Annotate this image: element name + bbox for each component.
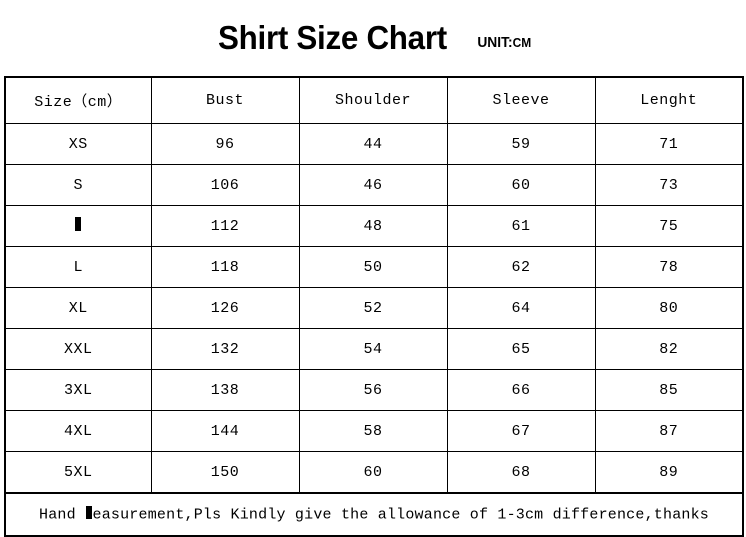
column-header-sleeve: Sleeve	[446, 76, 596, 124]
table-row: 3XL 138 56 66 85	[4, 369, 744, 411]
table-row: XL 126 52 64 80	[4, 287, 744, 329]
table-row: XXL 132 54 65 82	[4, 328, 744, 370]
cell-size	[4, 205, 152, 247]
footer-text-before: Hand	[39, 506, 86, 524]
cell-shoulder: 44	[298, 123, 448, 165]
cell-shoulder: 54	[298, 328, 448, 370]
cell-bust: 138	[150, 369, 300, 411]
cell-shoulder: 48	[298, 205, 448, 247]
column-header-lenght: Lenght	[594, 76, 744, 124]
footer-text-after: easurement,Pls Kindly give the allowance…	[92, 506, 709, 524]
cell-lenght: 89	[594, 451, 744, 494]
column-header-shoulder: Shoulder	[298, 76, 448, 124]
cell-lenght: 73	[594, 164, 744, 206]
cell-size: L	[4, 246, 152, 288]
cell-bust: 132	[150, 328, 300, 370]
table-row: 5XL 150 60 68 89	[4, 451, 744, 494]
unit-prefix: UNIT:	[477, 33, 513, 51]
cell-size: XS	[4, 123, 152, 165]
cell-sleeve: 65	[446, 328, 596, 370]
cell-size: 5XL	[4, 451, 152, 494]
column-header-bust: Bust	[150, 76, 300, 124]
table-row: S 106 46 60 73	[4, 164, 744, 206]
cell-shoulder: 46	[298, 164, 448, 206]
cell-sleeve: 68	[446, 451, 596, 494]
cell-bust: 144	[150, 410, 300, 452]
footer-note-cell: Hand easurement,Pls Kindly give the allo…	[4, 492, 744, 537]
table-body: XS 96 44 59 71 S 106 46 60 73 112 48 61 …	[4, 123, 744, 537]
cell-lenght: 75	[594, 205, 744, 247]
cell-sleeve: 62	[446, 246, 596, 288]
missing-glyph-block-icon	[75, 217, 82, 231]
cell-lenght: 85	[594, 369, 744, 411]
cell-sleeve: 60	[446, 164, 596, 206]
table-row: 112 48 61 75	[4, 205, 744, 247]
cell-bust: 150	[150, 451, 300, 494]
column-header-size: Size（cm）	[4, 76, 152, 124]
missing-glyph-block-icon	[85, 505, 92, 520]
cell-lenght: 71	[594, 123, 744, 165]
size-chart-table: Size（cm） Bust Shoulder Sleeve Lenght XS …	[4, 76, 744, 537]
header-row: Size（cm） Bust Shoulder Sleeve Lenght	[4, 76, 744, 124]
cell-size: XL	[4, 287, 152, 329]
cell-lenght: 87	[594, 410, 744, 452]
cell-bust: 126	[150, 287, 300, 329]
cell-size: XXL	[4, 328, 152, 370]
table-row: XS 96 44 59 71	[4, 123, 744, 165]
cell-bust: 96	[150, 123, 300, 165]
cell-size: 3XL	[4, 369, 152, 411]
cell-sleeve: 64	[446, 287, 596, 329]
footer-note-row: Hand easurement,Pls Kindly give the allo…	[4, 492, 744, 537]
cell-lenght: 82	[594, 328, 744, 370]
chart-title-band: Shirt Size Chart UNIT:CM	[0, 0, 746, 76]
unit-label: UNIT:CM	[478, 34, 532, 51]
cell-size: S	[4, 164, 152, 206]
cell-sleeve: 61	[446, 205, 596, 247]
footer-note-text: Hand easurement,Pls Kindly give the allo…	[39, 505, 709, 524]
cell-shoulder: 60	[298, 451, 448, 494]
cell-bust: 112	[150, 205, 300, 247]
cell-shoulder: 56	[298, 369, 448, 411]
cell-shoulder: 50	[298, 246, 448, 288]
unit-value: CM	[512, 34, 532, 50]
table-row: L 118 50 62 78	[4, 246, 744, 288]
cell-lenght: 80	[594, 287, 744, 329]
cell-lenght: 78	[594, 246, 744, 288]
table-header: Size（cm） Bust Shoulder Sleeve Lenght	[4, 76, 744, 124]
cell-shoulder: 52	[298, 287, 448, 329]
cell-sleeve: 66	[446, 369, 596, 411]
cell-bust: 106	[150, 164, 300, 206]
cell-sleeve: 67	[446, 410, 596, 452]
table-row: 4XL 144 58 67 87	[4, 410, 744, 452]
cell-bust: 118	[150, 246, 300, 288]
cell-shoulder: 58	[298, 410, 448, 452]
cell-size: 4XL	[4, 410, 152, 452]
page-title: Shirt Size Chart	[218, 19, 448, 56]
cell-sleeve: 59	[446, 123, 596, 165]
